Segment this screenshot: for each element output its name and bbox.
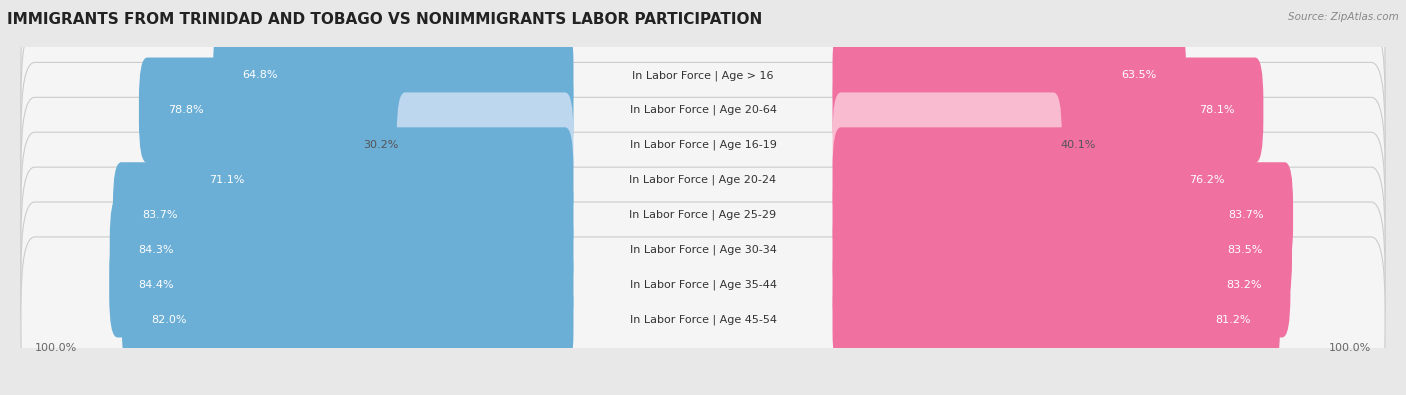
FancyBboxPatch shape (112, 162, 574, 268)
FancyBboxPatch shape (832, 197, 1292, 303)
Text: In Labor Force | Age 35-44: In Labor Force | Age 35-44 (630, 280, 776, 290)
Text: 40.1%: 40.1% (1060, 140, 1095, 150)
FancyBboxPatch shape (21, 167, 1385, 333)
Text: 64.8%: 64.8% (242, 70, 277, 80)
FancyBboxPatch shape (21, 0, 1385, 158)
Text: 84.3%: 84.3% (139, 245, 174, 255)
Text: 83.5%: 83.5% (1227, 245, 1263, 255)
FancyBboxPatch shape (139, 58, 574, 163)
FancyBboxPatch shape (21, 97, 1385, 263)
Text: 82.0%: 82.0% (150, 315, 187, 325)
Text: 30.2%: 30.2% (363, 140, 398, 150)
FancyBboxPatch shape (21, 28, 1385, 193)
FancyBboxPatch shape (832, 267, 1279, 372)
FancyBboxPatch shape (832, 23, 1185, 128)
FancyBboxPatch shape (110, 197, 574, 303)
Text: 76.2%: 76.2% (1189, 175, 1225, 185)
FancyBboxPatch shape (21, 202, 1385, 367)
Text: 78.1%: 78.1% (1199, 105, 1234, 115)
Text: 81.2%: 81.2% (1215, 315, 1251, 325)
FancyBboxPatch shape (832, 232, 1291, 337)
Text: 71.1%: 71.1% (208, 175, 245, 185)
FancyBboxPatch shape (832, 92, 1062, 198)
Text: Source: ZipAtlas.com: Source: ZipAtlas.com (1288, 12, 1399, 22)
Text: IMMIGRANTS FROM TRINIDAD AND TOBAGO VS NONIMMIGRANTS LABOR PARTICIPATION: IMMIGRANTS FROM TRINIDAD AND TOBAGO VS N… (7, 12, 762, 27)
Text: 84.4%: 84.4% (138, 280, 174, 290)
Text: 83.2%: 83.2% (1226, 280, 1261, 290)
Text: In Labor Force | Age 25-29: In Labor Force | Age 25-29 (630, 210, 776, 220)
FancyBboxPatch shape (110, 232, 574, 337)
FancyBboxPatch shape (832, 58, 1264, 163)
FancyBboxPatch shape (214, 23, 574, 128)
Text: In Labor Force | Age 16-19: In Labor Force | Age 16-19 (630, 140, 776, 150)
FancyBboxPatch shape (180, 127, 574, 233)
Text: 100.0%: 100.0% (35, 342, 77, 353)
Text: In Labor Force | Age 30-34: In Labor Force | Age 30-34 (630, 245, 776, 255)
FancyBboxPatch shape (832, 162, 1294, 268)
Text: In Labor Force | Age 45-54: In Labor Force | Age 45-54 (630, 314, 776, 325)
Text: 83.7%: 83.7% (142, 210, 177, 220)
FancyBboxPatch shape (21, 62, 1385, 228)
FancyBboxPatch shape (21, 237, 1385, 395)
Text: In Labor Force | Age 20-24: In Labor Force | Age 20-24 (630, 175, 776, 185)
Text: 83.7%: 83.7% (1229, 210, 1264, 220)
Text: In Labor Force | Age 20-64: In Labor Force | Age 20-64 (630, 105, 776, 115)
FancyBboxPatch shape (832, 127, 1253, 233)
Text: 63.5%: 63.5% (1122, 70, 1157, 80)
Text: 100.0%: 100.0% (1329, 342, 1371, 353)
Text: In Labor Force | Age > 16: In Labor Force | Age > 16 (633, 70, 773, 81)
FancyBboxPatch shape (122, 267, 574, 372)
FancyBboxPatch shape (21, 132, 1385, 298)
Text: 78.8%: 78.8% (167, 105, 204, 115)
FancyBboxPatch shape (396, 92, 574, 198)
